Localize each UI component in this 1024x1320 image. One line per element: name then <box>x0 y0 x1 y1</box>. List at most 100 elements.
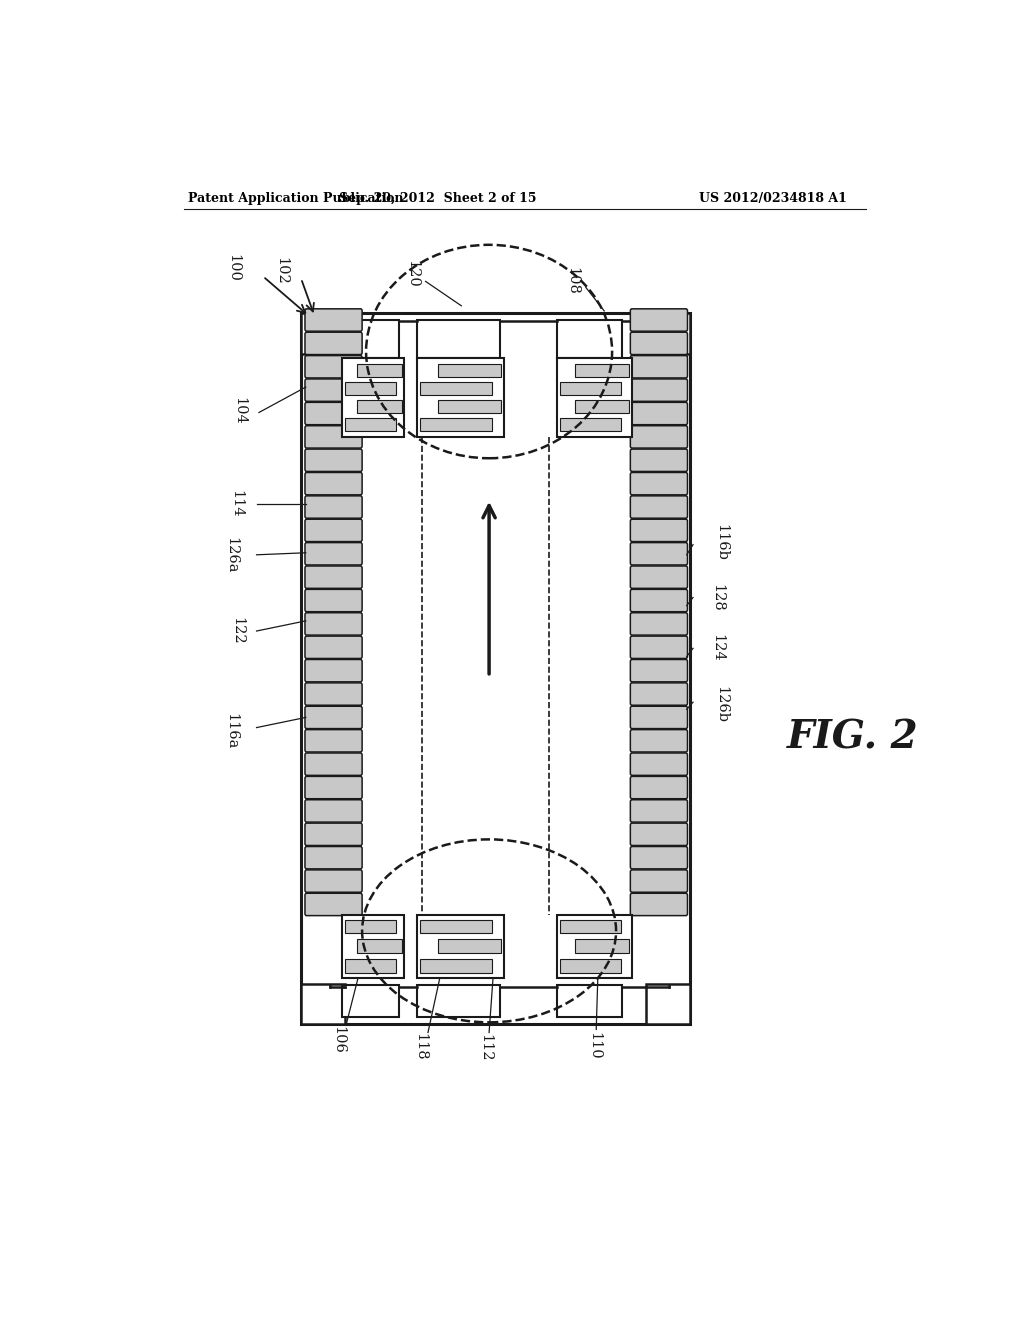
FancyBboxPatch shape <box>631 636 687 659</box>
FancyBboxPatch shape <box>305 449 362 471</box>
FancyBboxPatch shape <box>631 496 687 519</box>
FancyBboxPatch shape <box>305 894 362 916</box>
FancyBboxPatch shape <box>631 612 687 635</box>
FancyBboxPatch shape <box>305 496 362 519</box>
FancyBboxPatch shape <box>631 824 687 846</box>
Bar <box>301 313 345 354</box>
FancyBboxPatch shape <box>631 660 687 682</box>
FancyBboxPatch shape <box>631 449 687 471</box>
FancyBboxPatch shape <box>305 473 362 495</box>
FancyBboxPatch shape <box>305 543 362 565</box>
Text: FIG. 2: FIG. 2 <box>786 719 919 756</box>
Bar <box>557 358 632 437</box>
Bar <box>417 319 500 358</box>
Text: 126b: 126b <box>715 685 729 723</box>
FancyBboxPatch shape <box>631 379 687 401</box>
Bar <box>417 358 504 437</box>
FancyBboxPatch shape <box>305 636 362 659</box>
FancyBboxPatch shape <box>631 706 687 729</box>
Text: 114: 114 <box>229 490 244 517</box>
Bar <box>342 319 399 358</box>
FancyBboxPatch shape <box>305 752 362 775</box>
FancyBboxPatch shape <box>631 800 687 822</box>
Text: 118: 118 <box>413 1034 427 1060</box>
FancyBboxPatch shape <box>305 730 362 752</box>
FancyBboxPatch shape <box>305 824 362 846</box>
Bar <box>559 418 622 430</box>
FancyBboxPatch shape <box>631 355 687 378</box>
Bar <box>438 364 501 376</box>
Bar <box>559 920 622 933</box>
Bar <box>357 364 401 376</box>
Bar <box>342 985 399 1018</box>
FancyBboxPatch shape <box>631 309 687 331</box>
Text: Patent Application Publication: Patent Application Publication <box>187 191 403 205</box>
Bar <box>342 358 404 437</box>
FancyBboxPatch shape <box>305 403 362 425</box>
Text: 102: 102 <box>274 257 288 285</box>
Text: 126a: 126a <box>224 536 239 573</box>
Text: 120: 120 <box>406 260 419 288</box>
FancyBboxPatch shape <box>631 776 687 799</box>
Bar <box>559 381 622 395</box>
Bar <box>421 381 492 395</box>
FancyBboxPatch shape <box>631 846 687 869</box>
FancyBboxPatch shape <box>631 473 687 495</box>
Bar <box>345 920 395 933</box>
FancyBboxPatch shape <box>631 589 687 611</box>
Text: 100: 100 <box>226 255 241 282</box>
FancyBboxPatch shape <box>305 333 362 355</box>
Bar <box>345 381 395 395</box>
Text: 112: 112 <box>478 1034 493 1061</box>
Text: 106: 106 <box>332 1026 345 1053</box>
Bar <box>574 400 629 413</box>
FancyBboxPatch shape <box>631 333 687 355</box>
Bar <box>421 920 492 933</box>
FancyBboxPatch shape <box>631 519 687 541</box>
Bar <box>574 364 629 376</box>
Bar <box>438 400 501 413</box>
Bar <box>557 319 622 358</box>
Text: 124: 124 <box>711 635 725 663</box>
FancyBboxPatch shape <box>631 730 687 752</box>
Text: 116b: 116b <box>715 524 729 561</box>
FancyBboxPatch shape <box>305 870 362 892</box>
Bar <box>421 418 492 430</box>
Text: 110: 110 <box>588 1032 602 1060</box>
FancyBboxPatch shape <box>305 660 362 682</box>
Bar <box>574 940 629 953</box>
FancyBboxPatch shape <box>631 403 687 425</box>
Bar <box>559 958 622 973</box>
FancyBboxPatch shape <box>305 612 362 635</box>
Bar <box>342 915 404 978</box>
Bar <box>357 940 401 953</box>
FancyBboxPatch shape <box>305 706 362 729</box>
FancyBboxPatch shape <box>305 379 362 401</box>
Bar <box>417 915 504 978</box>
FancyBboxPatch shape <box>305 309 362 331</box>
FancyBboxPatch shape <box>305 589 362 611</box>
FancyBboxPatch shape <box>631 543 687 565</box>
Bar <box>301 313 690 1024</box>
Bar <box>345 418 395 430</box>
FancyBboxPatch shape <box>305 519 362 541</box>
Bar <box>357 400 401 413</box>
FancyBboxPatch shape <box>305 776 362 799</box>
Text: 122: 122 <box>230 618 245 645</box>
Bar <box>345 958 395 973</box>
Text: 116a: 116a <box>224 714 239 750</box>
Bar <box>417 985 500 1018</box>
Bar <box>301 983 345 1024</box>
FancyBboxPatch shape <box>631 870 687 892</box>
FancyBboxPatch shape <box>631 426 687 447</box>
FancyBboxPatch shape <box>305 846 362 869</box>
FancyBboxPatch shape <box>305 355 362 378</box>
FancyBboxPatch shape <box>305 566 362 589</box>
FancyBboxPatch shape <box>305 800 362 822</box>
FancyBboxPatch shape <box>631 566 687 589</box>
Text: Sep. 20, 2012  Sheet 2 of 15: Sep. 20, 2012 Sheet 2 of 15 <box>339 191 537 205</box>
Bar <box>646 983 690 1024</box>
FancyBboxPatch shape <box>631 894 687 916</box>
Bar <box>557 985 622 1018</box>
Bar <box>438 940 501 953</box>
